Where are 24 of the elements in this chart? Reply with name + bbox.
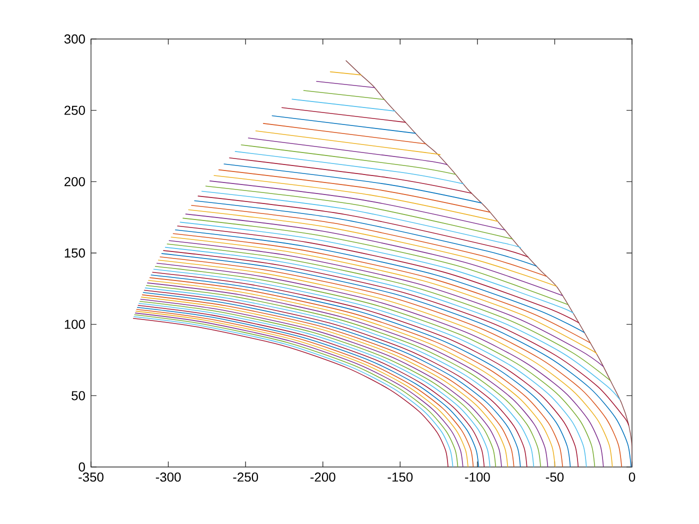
line-series xyxy=(198,196,529,258)
line-series xyxy=(194,200,538,267)
x-tick-label: -150 xyxy=(388,472,413,482)
x-tick-label: -250 xyxy=(233,472,258,482)
y-tick-label: 250 xyxy=(64,106,85,115)
line-series xyxy=(201,190,520,248)
line-series xyxy=(188,209,557,287)
line-series xyxy=(185,214,563,296)
x-tick-label: -50 xyxy=(546,472,564,482)
line-series xyxy=(164,246,620,400)
y-tick-label: 150 xyxy=(64,248,85,258)
x-tick-label: -350 xyxy=(78,472,104,482)
x-tick-label: 0 xyxy=(628,472,636,482)
y-tick-label: 100 xyxy=(64,320,85,329)
line-series xyxy=(346,60,632,467)
y-tick-label: 200 xyxy=(64,177,85,186)
y-tick-label: 300 xyxy=(64,34,85,44)
line-series xyxy=(163,250,629,426)
x-tick-label: -300 xyxy=(156,472,181,482)
x-tick-label: -200 xyxy=(310,472,336,482)
line-series xyxy=(191,204,547,277)
y-tick-label: 0 xyxy=(78,462,85,472)
x-tick-label: -100 xyxy=(465,472,490,482)
y-tick-label: 50 xyxy=(72,391,85,400)
